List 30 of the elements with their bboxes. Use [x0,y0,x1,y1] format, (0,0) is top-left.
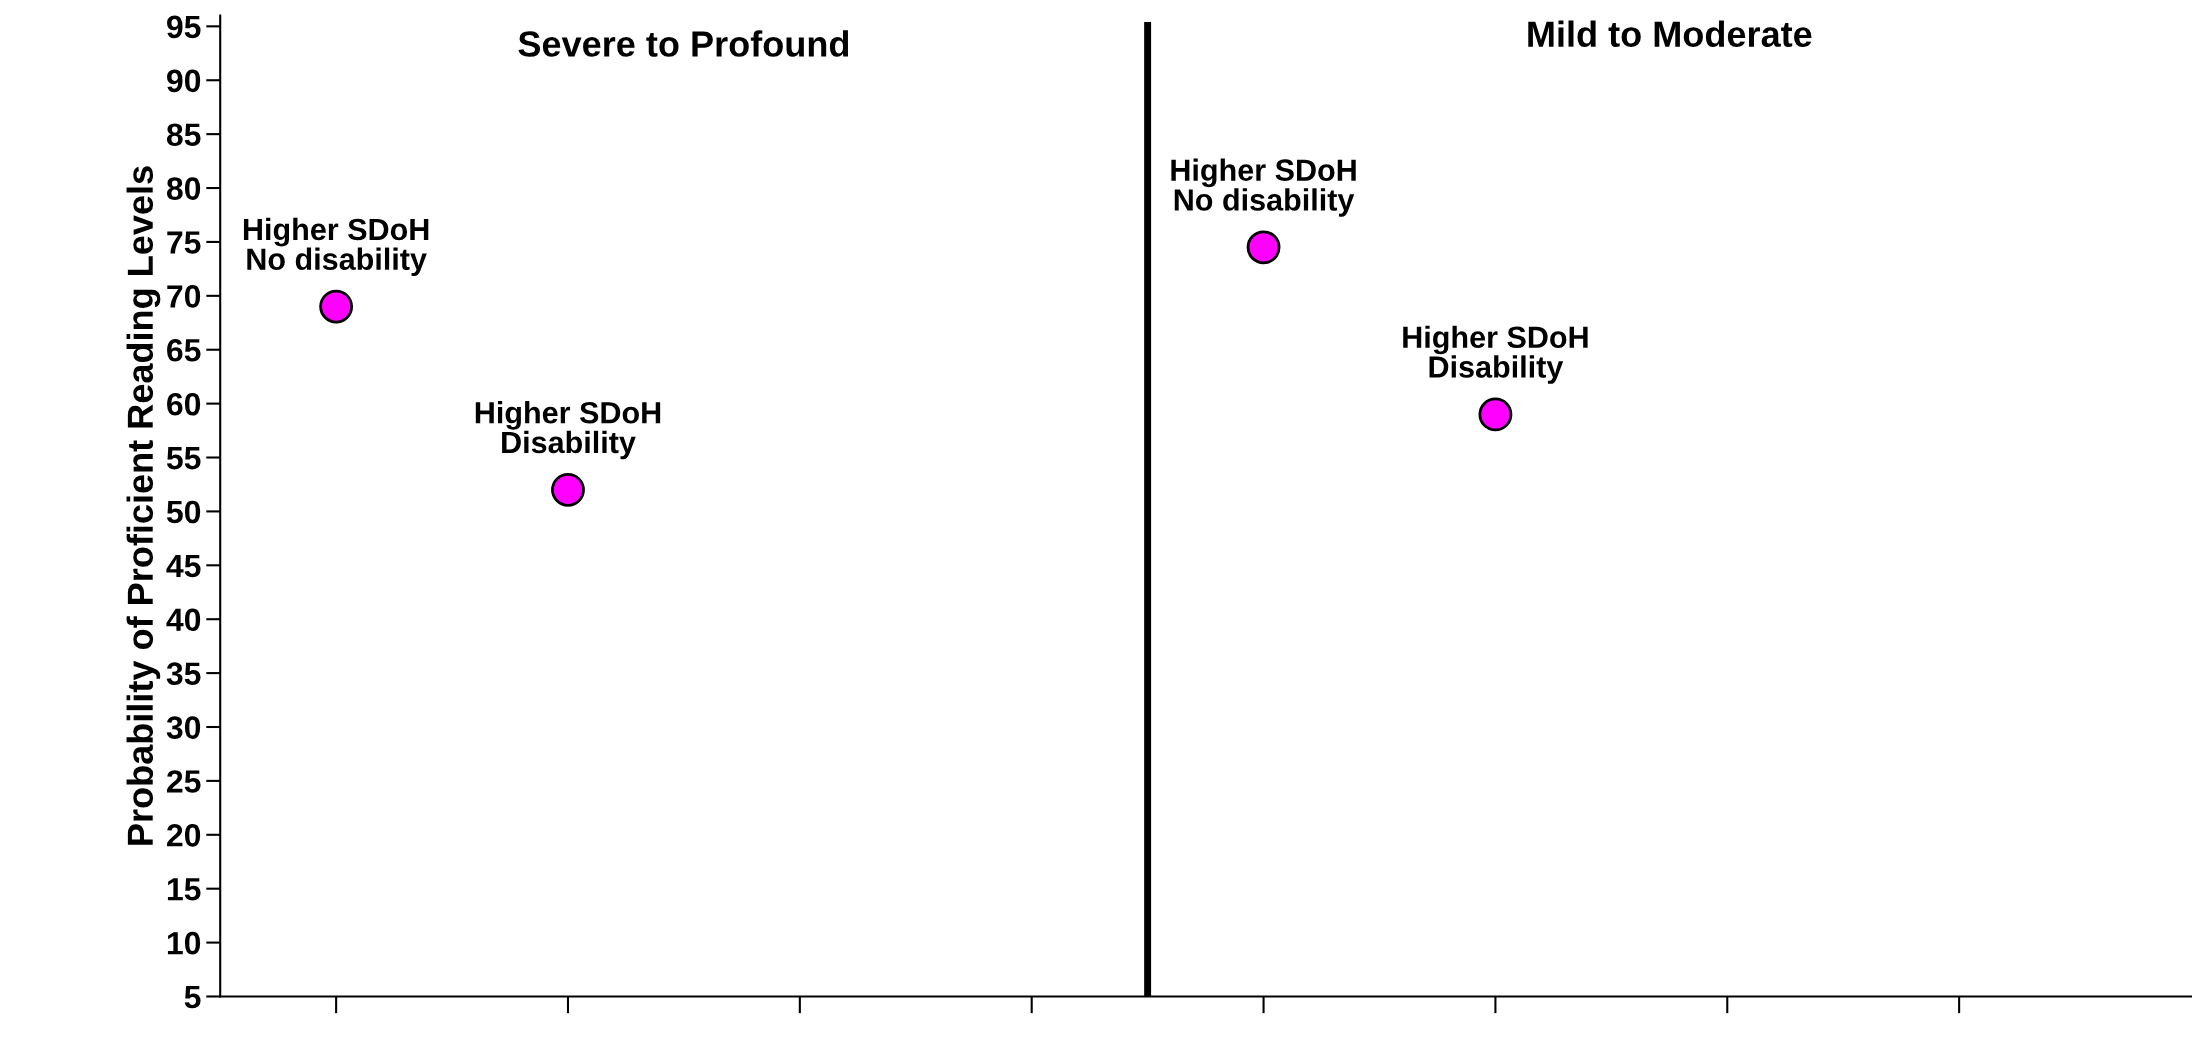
data-label: Higher SDoH Disability [475,401,661,460]
y-tick-label: 75 [167,231,201,254]
y-tick-label: 5 [184,986,201,1009]
y-tick-label: 80 [166,177,201,200]
y-tick-label: 30 [166,716,201,739]
y-tick-label: 35 [166,662,201,686]
y-tick-label: 70 [167,285,201,308]
annotation: Severe to Profound [518,30,849,57]
y-tick-label: 50 [166,500,201,524]
y-tick-label: 55 [166,447,201,470]
point [319,289,354,324]
y-tick-label: 20 [167,824,201,847]
data-label: Higher SDoH No disability [1171,158,1356,217]
y-tick-label: 45 [166,554,201,578]
point [1478,397,1513,432]
y-tick-label: 25 [167,770,201,793]
data-label: Higher SDoH Disability [1403,325,1588,384]
y-axis-title: Probability of Proficient Reading Levels [126,166,161,845]
annotation: Mild to Moderate [1528,20,1812,47]
y-tick-label: 15 [167,878,201,901]
y-tick-label: 90 [167,69,201,93]
y-tick-label: 85 [166,123,201,147]
y-tick-label: 40 [166,608,201,632]
y-tick-label: 10 [167,931,201,955]
y-tick-label: 95 [167,15,201,39]
y-tick-label: 60 [167,392,201,416]
point [551,472,585,507]
data-label: Higher SDoH No disability [243,217,429,277]
point [1246,230,1281,265]
y-tick-label: 65 [167,338,201,362]
